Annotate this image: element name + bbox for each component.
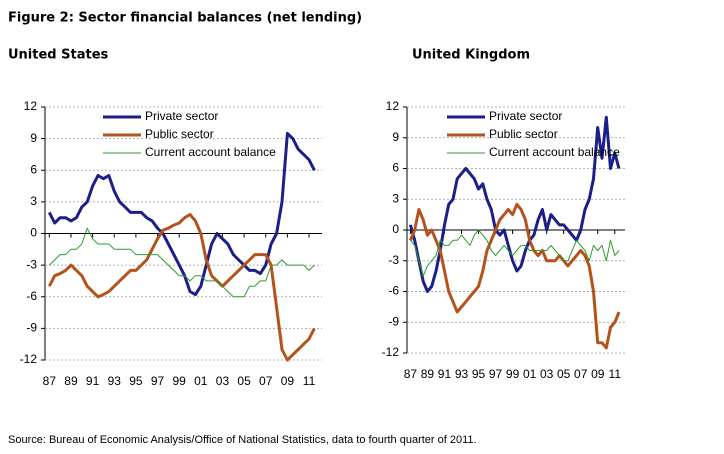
x-tick-label: 05	[557, 367, 571, 381]
x-tick-label: 09	[281, 374, 295, 388]
x-tick-label: 95	[472, 367, 486, 381]
y-tick-label: 12	[386, 99, 400, 113]
legend-label: Current account balance	[145, 145, 276, 159]
y-tick-label: -12	[20, 352, 38, 366]
y-tick-label: -6	[388, 284, 399, 298]
x-tick-label: 93	[108, 374, 122, 388]
x-tick-label: 11	[609, 367, 622, 381]
series-line	[47, 131, 316, 297]
x-tick-label: 05	[237, 374, 251, 388]
x-tick-label: 89	[64, 374, 78, 388]
y-tick-label: 9	[30, 131, 37, 145]
y-tick-label: -3	[388, 253, 399, 267]
x-tick-label: 97	[489, 367, 503, 381]
x-tick-label: 07	[259, 374, 273, 388]
series-line	[409, 202, 621, 350]
chart-title: United States	[8, 48, 109, 63]
figure-title: Figure 2: Sector financial balances (net…	[8, 11, 362, 26]
legend-label: Private sector	[145, 109, 218, 123]
x-tick-label: 87	[43, 374, 57, 388]
y-tick-label: -12	[382, 345, 400, 359]
x-tick-label: 01	[523, 367, 537, 381]
x-tick-label: 95	[129, 374, 143, 388]
y-tick-label: 3	[392, 191, 399, 205]
y-tick-label: 3	[30, 194, 37, 208]
series-line	[410, 229, 620, 277]
y-tick-label: 9	[392, 130, 399, 144]
series-line	[47, 213, 316, 362]
x-tick-label: 89	[421, 367, 435, 381]
chart-title: United Kingdom	[412, 48, 530, 63]
y-tick-label: -9	[26, 321, 37, 335]
y-tick-label: -9	[388, 314, 399, 328]
x-tick-label: 99	[506, 367, 520, 381]
x-tick-label: 11	[303, 374, 316, 388]
x-tick-label: 03	[216, 374, 230, 388]
x-tick-label: 87	[404, 367, 418, 381]
series-line	[48, 227, 315, 298]
y-tick-label: 0	[30, 226, 37, 240]
x-tick-label: 01	[194, 374, 208, 388]
x-tick-label: 93	[455, 367, 469, 381]
y-tick-label: 6	[392, 161, 399, 175]
source-note: Source: Bureau of Economic Analysis/Offi…	[8, 434, 477, 446]
y-tick-label: 12	[24, 99, 38, 113]
x-tick-label: 91	[438, 367, 452, 381]
x-tick-label: 07	[574, 367, 588, 381]
x-tick-label: 09	[591, 367, 605, 381]
legend-label: Current account balance	[489, 145, 620, 159]
x-tick-label: 97	[151, 374, 165, 388]
y-tick-label: -3	[26, 257, 37, 271]
x-tick-label: 91	[86, 374, 100, 388]
x-tick-label: 99	[172, 374, 186, 388]
series-line	[408, 115, 621, 293]
y-tick-label: 0	[392, 222, 399, 236]
y-tick-label: -6	[26, 289, 37, 303]
x-tick-label: 03	[540, 367, 554, 381]
legend-label: Public sector	[145, 127, 214, 141]
legend-label: Public sector	[489, 127, 558, 141]
legend-label: Private sector	[489, 109, 562, 123]
y-tick-label: 6	[30, 162, 37, 176]
